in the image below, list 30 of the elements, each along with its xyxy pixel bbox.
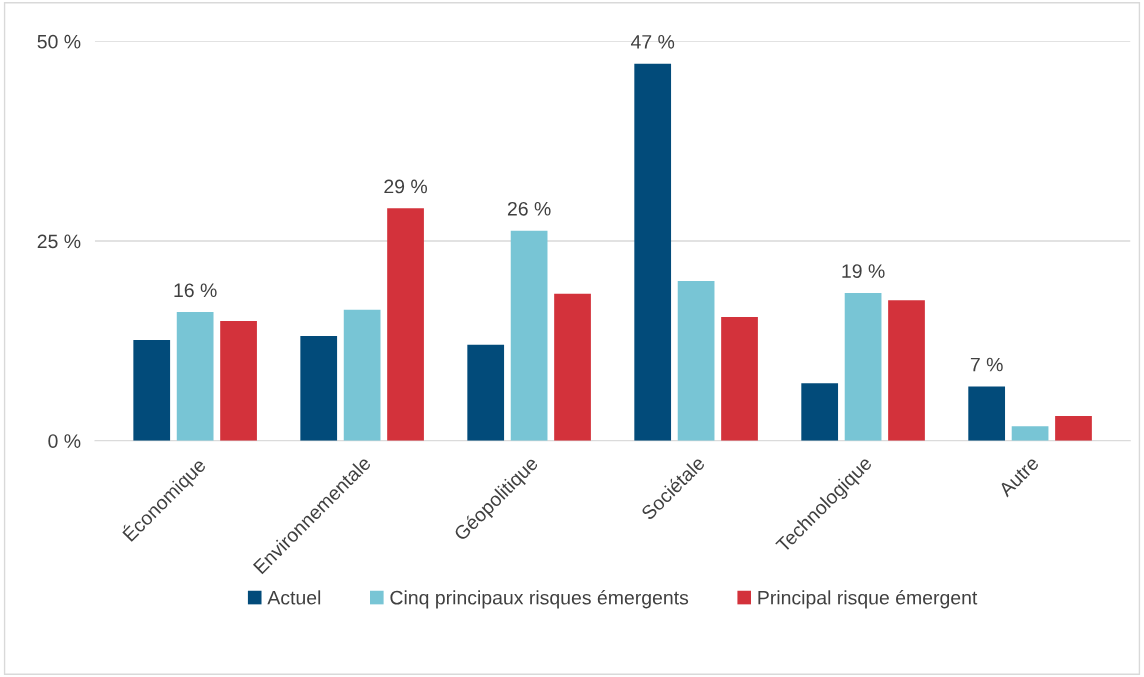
bar — [677, 280, 715, 441]
data-label: 29 % — [384, 179, 428, 194]
legend-label: Principal risque émergent — [758, 590, 978, 609]
bar — [1055, 415, 1092, 441]
y-tick-label: 25 % — [37, 234, 81, 249]
bar — [801, 383, 839, 441]
bar — [133, 340, 171, 441]
data-label: 26 % — [507, 201, 551, 216]
data-label: 47 % — [630, 35, 675, 49]
data-label: 7 % — [970, 357, 1003, 372]
y-tick-label: 50 % — [37, 34, 81, 49]
data-label: 19 % — [842, 264, 885, 278]
bar — [510, 230, 548, 441]
bar — [844, 292, 882, 441]
bar — [220, 320, 257, 441]
bar — [634, 63, 672, 441]
bar — [1011, 426, 1049, 441]
bar — [387, 208, 424, 441]
legend-label: Cinq principaux risques émergents — [390, 590, 689, 609]
bar — [554, 293, 591, 441]
data-label: 16 % — [174, 283, 217, 298]
legend-label: Actuel — [267, 590, 321, 605]
bar — [343, 309, 381, 441]
bar — [721, 316, 758, 441]
y-tick-label: 0 % — [48, 434, 81, 448]
bar — [968, 386, 1006, 441]
bar — [300, 336, 338, 441]
bar — [888, 300, 925, 441]
bar — [176, 312, 214, 441]
bar — [467, 344, 505, 441]
